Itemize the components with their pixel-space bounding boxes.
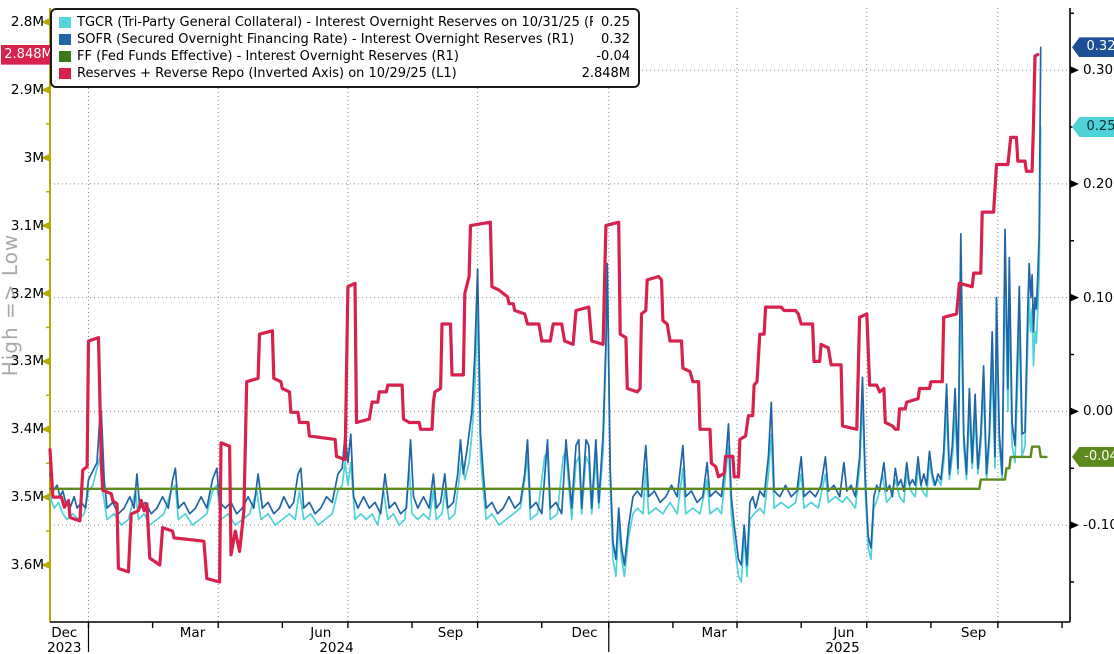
left-tick-arrow	[41, 357, 50, 366]
right-tick-label: 0.20	[1083, 175, 1114, 192]
x-month-label: Dec	[571, 625, 598, 641]
legend-label: TGCR (Tri-Party General Collateral) - In…	[77, 15, 594, 30]
series-tgcr	[49, 126, 1042, 583]
x-month-label: Sep	[437, 625, 464, 641]
legend-swatch-reserves	[59, 68, 71, 79]
left-tick-arrow	[41, 85, 50, 94]
right-tick-arrow	[1070, 407, 1079, 416]
left-tick-label: 3.2M	[10, 285, 44, 302]
right-tick-arrow	[1070, 66, 1079, 75]
legend-swatch-sofr	[59, 34, 71, 45]
right-tick-label: 0.00	[1083, 403, 1114, 420]
x-year-label: 2025	[825, 640, 860, 654]
right-axis-value-badge-0: 0.32	[1072, 37, 1114, 58]
legend-swatch-tgcr	[59, 17, 71, 28]
legend-swatch-ff	[59, 51, 71, 62]
right-axis-value-badge-1: 0.25	[1072, 117, 1114, 138]
left-tick-arrow	[41, 289, 50, 298]
x-month-label: Sep	[960, 625, 987, 641]
left-tick-label: 3.6M	[10, 557, 44, 573]
left-tick-arrow	[41, 425, 50, 434]
legend-label: FF (Fed Funds Effective) - Interest Over…	[77, 49, 459, 64]
legend-item-sofr[interactable]: SOFR (Secured Overnight Financing Rate) …	[59, 31, 630, 48]
series-sofr	[49, 46, 1042, 566]
legend-item-ff[interactable]: FF (Fed Funds Effective) - Interest Over…	[59, 48, 630, 65]
x-month-label: Mar	[701, 625, 727, 641]
left-tick-label: 2.8M	[10, 14, 44, 30]
right-tick-arrow	[1070, 521, 1079, 530]
series-ff	[48, 445, 1048, 490]
right-axis-value-badge-2: -0.04	[1072, 446, 1114, 467]
legend-value: -0.04	[596, 49, 630, 64]
left-tick-arrow	[41, 561, 50, 569]
legend-item-tgcr[interactable]: TGCR (Tri-Party General Collateral) - In…	[59, 14, 630, 31]
x-month-label: Jun	[310, 625, 332, 641]
legend-value: 2.848M	[581, 66, 630, 81]
right-tick-arrow	[1070, 179, 1079, 188]
legend-value: 0.25	[601, 15, 630, 30]
right-tick-label: 0.30	[1083, 62, 1114, 79]
x-year-label: 2023	[47, 640, 82, 654]
series-reserves	[48, 52, 1040, 584]
right-tick-label: -0.10	[1083, 517, 1114, 534]
legend-item-reserves[interactable]: Reserves + Reverse Repo (Inverted Axis) …	[59, 65, 630, 82]
left-tick-label: 2.9M	[10, 81, 44, 98]
right-tick-label: 0.10	[1083, 289, 1114, 306]
left-tick-arrow	[41, 493, 50, 502]
left-tick-label: 3.3M	[10, 353, 44, 370]
left-tick-label: 3.4M	[10, 421, 44, 438]
x-month-label: Mar	[179, 625, 206, 641]
legend-label: SOFR (Secured Overnight Financing Rate) …	[77, 32, 575, 47]
legend-box: TGCR (Tri-Party General Collateral) - In…	[50, 8, 640, 88]
left-axis-value-badge: 2.848M	[1, 44, 59, 65]
legend-label: Reserves + Reverse Repo (Inverted Axis) …	[77, 66, 457, 81]
x-year-label: 2024	[319, 640, 354, 654]
right-tick-arrow	[1070, 293, 1079, 302]
left-tick-label: 3M	[23, 149, 44, 166]
x-month-label: Dec	[51, 625, 78, 641]
left-tick-arrow	[41, 153, 50, 162]
left-tick-label: 3.5M	[10, 489, 44, 506]
left-tick-label: 3.1M	[10, 217, 44, 234]
x-month-label: Jun	[833, 625, 855, 641]
left-tick-arrow	[41, 221, 50, 230]
legend-value: 0.32	[601, 32, 630, 47]
left-tick-arrow	[41, 18, 50, 26]
